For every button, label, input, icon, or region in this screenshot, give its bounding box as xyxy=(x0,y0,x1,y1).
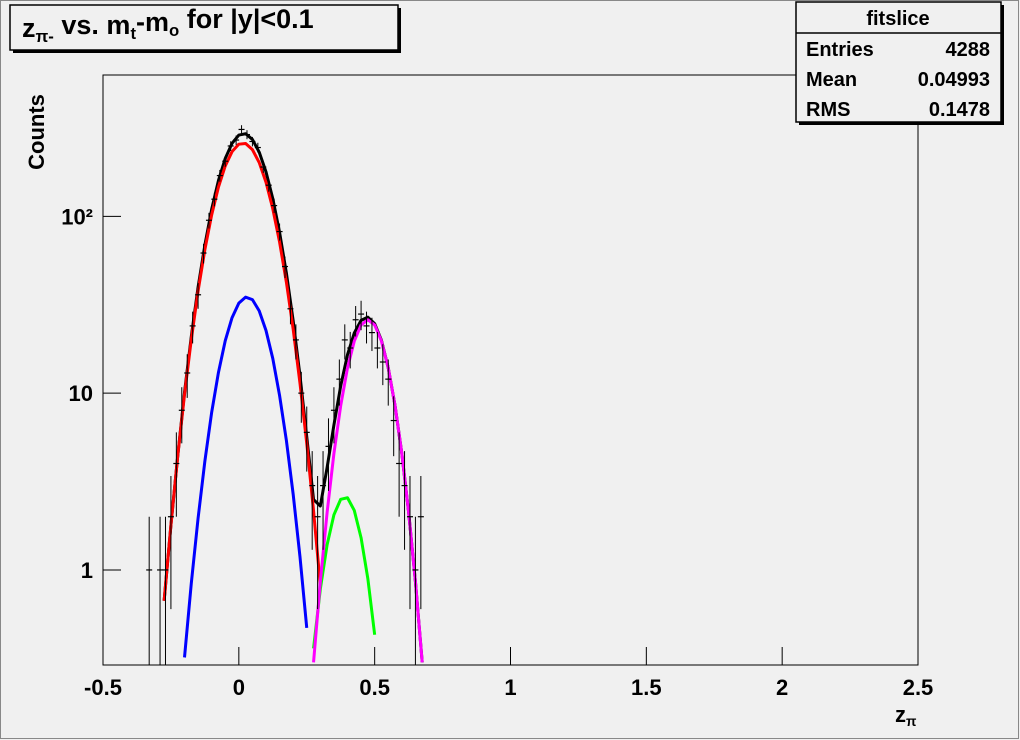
subscript: t xyxy=(130,24,136,43)
stats-box xyxy=(795,1,1002,123)
stats-label: RMS xyxy=(806,99,850,121)
stats-value: 0.1478 xyxy=(929,99,990,121)
text-segment: for |y|<0.1 xyxy=(179,4,313,34)
fit-curve xyxy=(162,141,322,601)
y-tick-label: 1 xyxy=(81,558,93,583)
fit-curve xyxy=(312,496,377,649)
chart-title: zπ- vs. mt-mo for |y|<0.1 xyxy=(22,4,314,46)
x-tick-label: 1 xyxy=(504,675,516,700)
title-box xyxy=(9,4,399,51)
subscript: π- xyxy=(36,27,54,46)
y-tick-label: 10² xyxy=(61,204,93,229)
stats-rows: Entries 4288 Mean 0.04993 RMS 0.1478 xyxy=(806,39,990,121)
stats-label: Entries xyxy=(806,39,874,61)
x-tick-label: 0 xyxy=(233,675,245,700)
axes: -0.5 0 0.5 1 1.5 2 2.5 1 10 10² xyxy=(61,204,933,700)
stats-value: 0.04993 xyxy=(918,69,990,91)
x-tick-label: 1.5 xyxy=(631,675,662,700)
text-segment: -m xyxy=(136,7,169,37)
text-segment: z xyxy=(895,702,906,727)
x-tick-label: -0.5 xyxy=(84,675,122,700)
plot-marks xyxy=(146,125,424,665)
stats-label: Mean xyxy=(806,69,857,91)
x-tick-label: 0.5 xyxy=(359,675,390,700)
stats-value: 4288 xyxy=(946,39,991,61)
x-tick-label: 2.5 xyxy=(903,675,934,700)
text-segment: vs. m xyxy=(54,10,131,40)
x-axis-label: zπ xyxy=(895,702,917,729)
y-tick-label: 10 xyxy=(69,381,93,406)
subscript: π xyxy=(906,714,917,729)
x-tick-label: 2 xyxy=(776,675,788,700)
text-segment: z xyxy=(22,13,36,43)
stats-title: fitslice xyxy=(866,8,929,30)
subscript: o xyxy=(169,21,179,40)
y-axis-label: Counts xyxy=(24,94,49,170)
fit-curve xyxy=(183,295,309,658)
plot-frame xyxy=(102,74,919,666)
